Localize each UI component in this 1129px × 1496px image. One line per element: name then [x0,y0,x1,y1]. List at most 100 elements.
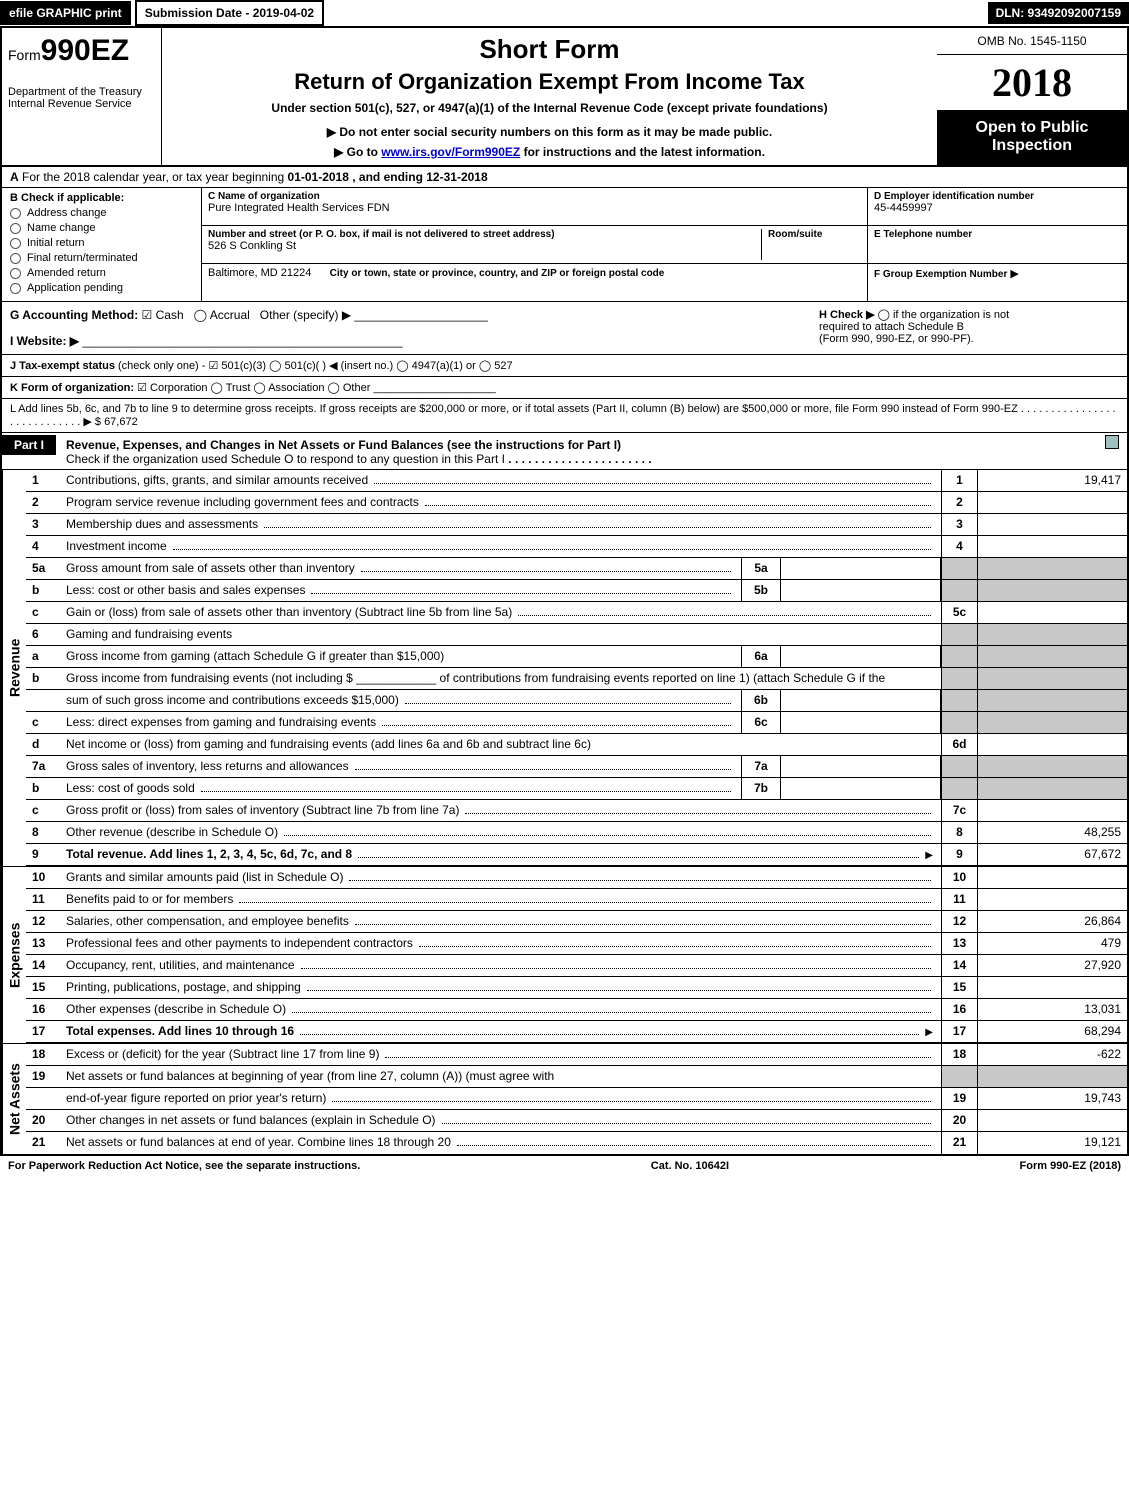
section-bcd: B Check if applicable: Address change Na… [2,188,1127,302]
line-5b-desc: Less: cost or other basis and sales expe… [66,583,305,597]
line-1-num: 1 [26,470,62,491]
chk-initial-return[interactable] [10,238,21,249]
line-2-desc: Program service revenue including govern… [66,495,419,509]
header-left: Form990EZ Department of the Treasury Int… [2,28,162,165]
line-10-val [977,867,1127,888]
c-city-label: City or town, state or province, country… [330,268,665,279]
line-8-rn: 8 [941,822,977,843]
line-6b2-rv-shade [977,690,1127,711]
under-section: Under section 501(c), 527, or 4947(a)(1)… [172,101,927,115]
g-cash: Cash [156,308,184,322]
line-6b-mn: 6b [741,690,781,711]
header-right: OMB No. 1545-1150 2018 Open to Public In… [937,28,1127,165]
row-ghi: G Accounting Method: ☑ Cash ◯ Accrual Ot… [2,302,1127,355]
goto-post: for instructions and the latest informat… [520,145,765,159]
line-20-num: 20 [26,1110,62,1131]
line-5a-mn: 5a [741,558,781,579]
lbl-amended-return: Amended return [27,267,106,279]
l-text: L Add lines 5b, 6c, and 7b to line 9 to … [10,403,1018,415]
line-10-num: 10 [26,867,62,888]
line-7b-mn: 7b [741,778,781,799]
d-label: D Employer identification number [874,191,1121,202]
chk-address-change[interactable] [10,208,21,219]
line-11-rn: 11 [941,889,977,910]
line-5a-mv [781,558,941,579]
line-19-rn: 19 [941,1088,977,1109]
part1-header: Part I Revenue, Expenses, and Changes in… [2,433,1127,470]
org-city: Baltimore, MD 21224 [208,267,311,279]
l-amount: $ 67,672 [95,416,138,428]
line-6b-desc2: sum of such gross income and contributio… [66,693,399,707]
e-row: E Telephone number [868,226,1127,264]
check-if-applicable: Check if applicable: [21,192,124,204]
c-name-row: C Name of organization Pure Integrated H… [202,188,867,226]
line-5c-rn: 5c [941,602,977,623]
line-6a-rn-shade [941,646,977,667]
line-19a-rv-shade [977,1066,1127,1087]
chk-application-pending[interactable] [10,283,21,294]
line-13-rn: 13 [941,933,977,954]
h-text1: if the organization is not [893,309,1009,321]
k-label: K Form of organization: [10,382,134,394]
short-form-title: Short Form [172,34,927,65]
line-7b-mv [781,778,941,799]
irs-link[interactable]: www.irs.gov/Form990EZ [381,145,520,159]
line-8-desc: Other revenue (describe in Schedule O) [66,825,278,839]
line-12-rn: 12 [941,911,977,932]
line-7c-num: c [26,800,62,821]
line-12-val: 26,864 [977,911,1127,932]
line-9-arrow [925,847,937,861]
dept-treasury: Department of the Treasury [8,86,155,98]
col-b: B Check if applicable: Address change Na… [2,188,202,301]
line-7a-mv [781,756,941,777]
line-14-num: 14 [26,955,62,976]
line-5c-desc: Gain or (loss) from sale of assets other… [66,605,512,619]
open-to-public: Open to Public Inspection [937,111,1127,165]
line-7c-rn: 7c [941,800,977,821]
line-14-rn: 14 [941,955,977,976]
line-6b2-num [26,690,62,711]
expenses-section: Expenses 10Grants and similar amounts pa… [2,866,1127,1043]
j-text: (check only one) - ☑ 501(c)(3) ◯ 501(c)(… [118,360,513,372]
line-7b-desc: Less: cost of goods sold [66,781,195,795]
form-number: Form990EZ [8,34,155,68]
room-suite-label: Room/suite [768,229,861,240]
line-3-val [977,514,1127,535]
line-19-desc2: end-of-year figure reported on prior yea… [66,1091,326,1105]
line-10-desc: Grants and similar amounts paid (list in… [66,870,343,884]
line-6-num: 6 [26,624,62,645]
l-arrow: ▶ [83,416,91,428]
row-j: J Tax-exempt status (check only one) - ☑… [2,355,1127,377]
e-label: E Telephone number [874,229,1121,240]
line-17-num: 17 [26,1021,62,1042]
line-18-num: 18 [26,1044,62,1065]
label-a: A [10,170,19,184]
line-6c-mn: 6c [741,712,781,733]
line-6d-num: d [26,734,62,755]
lbl-initial-return: Initial return [27,237,84,249]
form-frame: Form990EZ Department of the Treasury Int… [0,26,1129,1156]
line-11-val [977,889,1127,910]
chk-final-return[interactable] [10,253,21,264]
line-7a-num: 7a [26,756,62,777]
line-7a-rv-shade [977,756,1127,777]
line-5b-mv [781,580,941,601]
line-16-num: 16 [26,999,62,1020]
chk-amended-return[interactable] [10,268,21,279]
open-line1: Open to Public [941,119,1123,137]
line-11-desc: Benefits paid to or for members [66,892,233,906]
col-def: D Employer identification number 45-4459… [867,188,1127,301]
row-k: K Form of organization: ☑ Corporation ◯ … [2,377,1127,399]
tax-year-begin: 01-01-2018 [288,170,349,184]
line-11-num: 11 [26,889,62,910]
part1-schedule-o-check[interactable] [1105,435,1119,449]
g-label: G Accounting Method: [10,308,138,322]
efile-print-button[interactable]: efile GRAPHIC print [0,1,131,25]
line-1-rn: 1 [941,470,977,491]
line-9-num: 9 [26,844,62,865]
chk-name-change[interactable] [10,223,21,234]
line-6d-desc: Net income or (loss) from gaming and fun… [66,737,591,751]
line-7b-rn-shade [941,778,977,799]
row-a-text2: , and ending [352,170,426,184]
f-label: F Group Exemption Number [874,269,1007,280]
